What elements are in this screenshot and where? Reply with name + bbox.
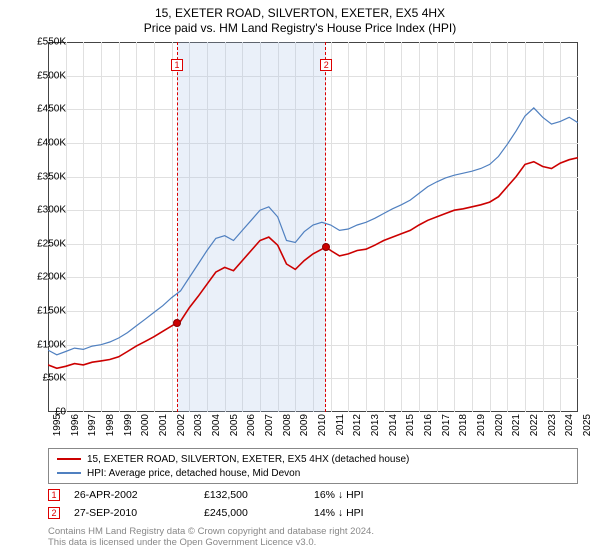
chart-lines [48,42,578,412]
x-tick-label: 2020 [494,414,505,436]
series-property [48,158,578,369]
x-tick-label: 2022 [529,414,540,436]
x-tick-label: 2005 [229,414,240,436]
y-tick-label: £50K [43,373,66,384]
y-tick-label: £450K [37,104,66,115]
x-tick-label: 2008 [282,414,293,436]
sale-row: 2 27-SEP-2010£245,00014% ↓ HPI [48,504,578,522]
sale-label-marker: 2 [320,59,332,71]
chart-container: 15, EXETER ROAD, SILVERTON, EXETER, EX5 … [0,0,600,560]
x-tick-label: 2018 [458,414,469,436]
legend-swatch [57,472,81,474]
x-tick-label: 2019 [476,414,487,436]
sale-id-box: 2 [48,507,60,519]
sale-price: £132,500 [204,489,314,501]
x-tick-label: 2007 [264,414,275,436]
sale-price: £245,000 [204,507,314,519]
x-tick-label: 1999 [123,414,134,436]
x-tick-label: 1995 [52,414,63,436]
sale-label-marker: 1 [171,59,183,71]
titles: 15, EXETER ROAD, SILVERTON, EXETER, EX5 … [0,0,600,35]
sale-id-box: 1 [48,489,60,501]
footer-line2: This data is licensed under the Open Gov… [48,537,578,548]
y-tick-label: £300K [37,205,66,216]
x-tick-label: 1997 [87,414,98,436]
chart-area: 12 [48,42,578,412]
x-tick-label: 2010 [317,414,328,436]
x-tick-label: 2002 [176,414,187,436]
x-tick-label: 2003 [193,414,204,436]
sale-point-marker [173,319,181,327]
legend-row: HPI: Average price, detached house, Mid … [57,466,569,480]
y-tick-label: £100K [37,339,66,350]
x-tick-label: 2012 [352,414,363,436]
x-tick-label: 2004 [211,414,222,436]
y-tick-label: £550K [37,37,66,48]
sale-delta: 14% ↓ HPI [314,507,364,519]
y-tick-label: £400K [37,137,66,148]
sale-point-marker [322,243,330,251]
x-tick-label: 2016 [423,414,434,436]
x-tick-label: 1998 [105,414,116,436]
x-tick-label: 2024 [564,414,575,436]
x-tick-label: 2011 [335,414,346,436]
x-tick-label: 2001 [158,414,169,436]
y-tick-label: £350K [37,171,66,182]
y-tick-label: £500K [37,70,66,81]
x-tick-label: 2025 [582,414,593,436]
y-tick-label: £200K [37,272,66,283]
y-tick-label: £250K [37,238,66,249]
title-subtitle: Price paid vs. HM Land Registry's House … [0,21,600,35]
legend-row: 15, EXETER ROAD, SILVERTON, EXETER, EX5 … [57,452,569,466]
x-tick-label: 2006 [246,414,257,436]
x-tick-label: 2000 [140,414,151,436]
sale-delta: 16% ↓ HPI [314,489,364,501]
x-tick-label: 1996 [70,414,81,436]
x-tick-label: 2023 [547,414,558,436]
series-hpi [48,108,578,355]
y-tick-label: £150K [37,306,66,317]
sale-date: 27-SEP-2010 [74,507,204,519]
x-tick-label: 2017 [441,414,452,436]
sale-row: 1 26-APR-2002£132,50016% ↓ HPI [48,486,578,504]
legend-swatch [57,458,81,460]
x-tick-label: 2021 [511,414,522,436]
legend-label: HPI: Average price, detached house, Mid … [87,468,300,479]
legend-label: 15, EXETER ROAD, SILVERTON, EXETER, EX5 … [87,454,409,465]
x-tick-label: 2013 [370,414,381,436]
x-tick-label: 2015 [405,414,416,436]
x-tick-label: 2014 [388,414,399,436]
x-tick-label: 2009 [299,414,310,436]
legend: 15, EXETER ROAD, SILVERTON, EXETER, EX5 … [48,448,578,484]
footer: Contains HM Land Registry data © Crown c… [48,526,578,548]
sale-date: 26-APR-2002 [74,489,204,501]
sale-records: 1 26-APR-2002£132,50016% ↓ HPI 2 27-SEP-201… [48,486,578,522]
title-address: 15, EXETER ROAD, SILVERTON, EXETER, EX5 … [0,6,600,20]
footer-line1: Contains HM Land Registry data © Crown c… [48,526,578,537]
